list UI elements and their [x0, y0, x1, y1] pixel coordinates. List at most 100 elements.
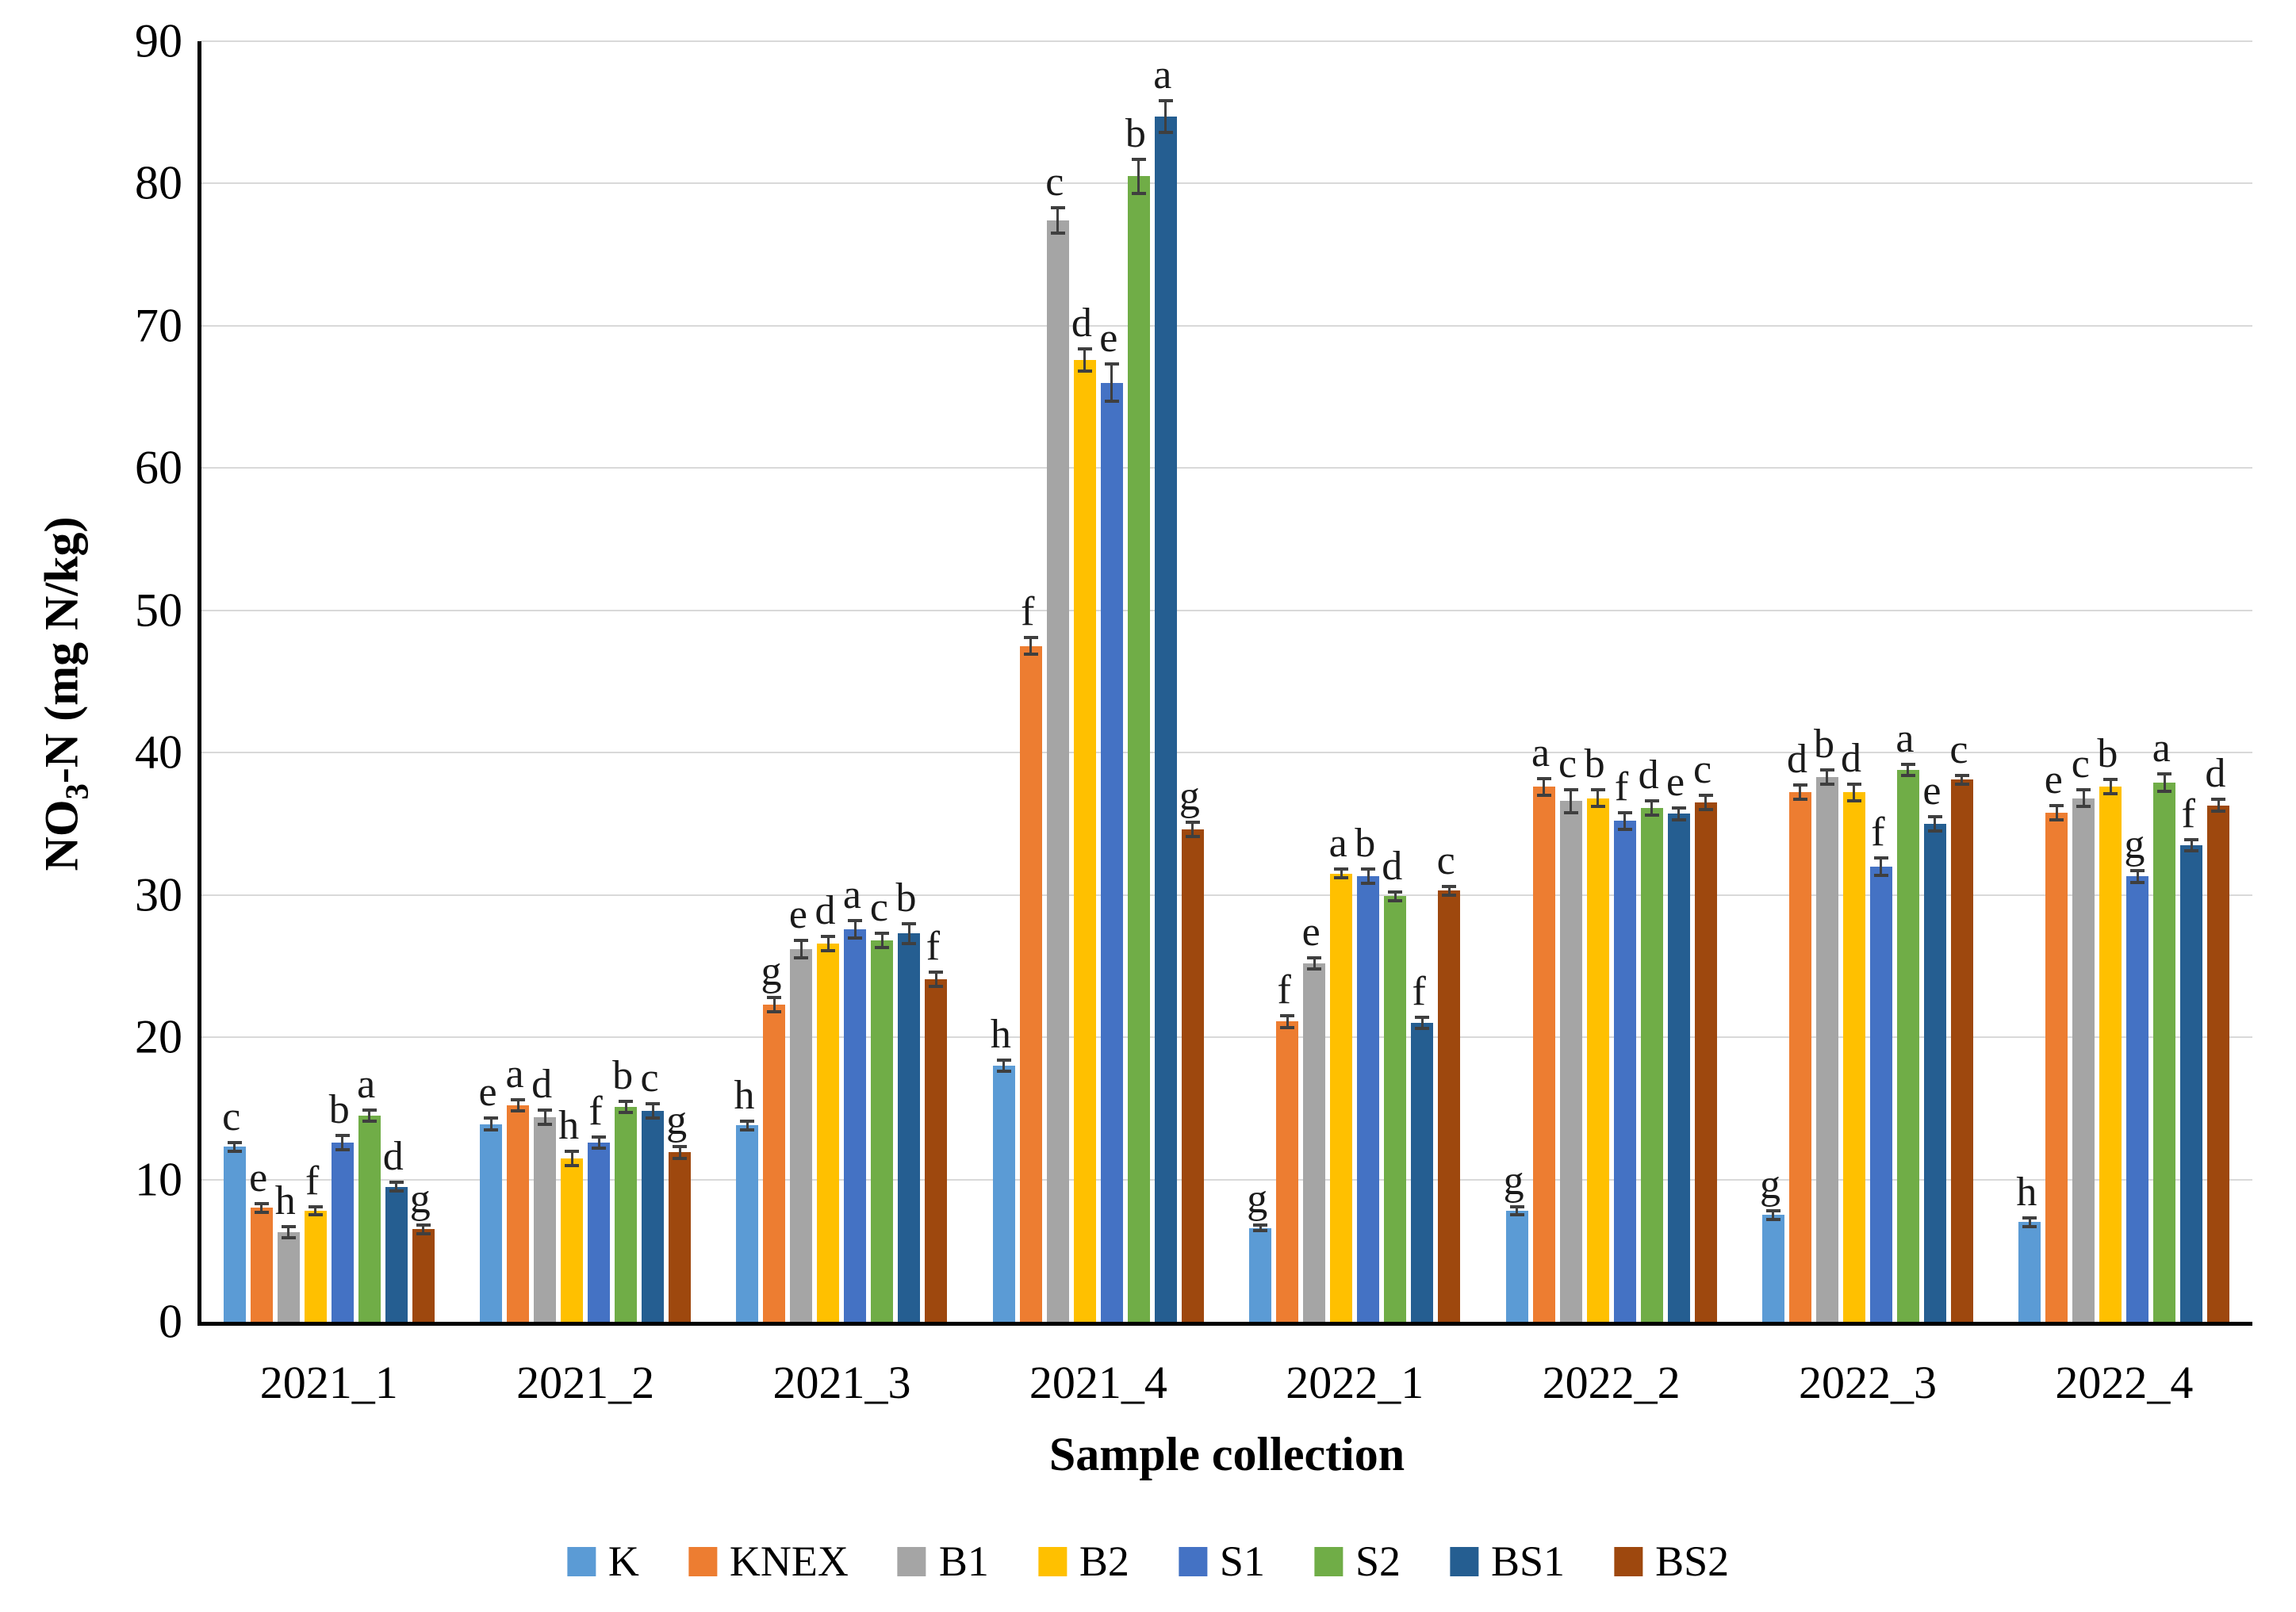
error-bar-cap-top	[416, 1223, 431, 1227]
error-bar	[1799, 785, 1802, 800]
error-bar	[1880, 858, 1883, 875]
error-bar-cap-bottom	[281, 1236, 296, 1240]
error-bar-cap-bottom	[592, 1147, 607, 1151]
bar-b1-2022_1	[1303, 963, 1326, 1322]
error-bar-cap-bottom	[740, 1128, 755, 1131]
error-bar-cap-bottom	[1792, 798, 1807, 802]
legend-item-s2: S2	[1313, 1537, 1401, 1586]
error-bar	[826, 936, 830, 951]
error-bar-cap-top	[740, 1119, 755, 1123]
bar-k-2021_4	[992, 1066, 1015, 1322]
significance-letter: a	[1531, 729, 1550, 775]
error-bar-cap-bottom	[2049, 817, 2064, 821]
significance-letter: c	[1045, 159, 1064, 205]
y-axis-title-subscript: 3	[59, 783, 95, 800]
error-bar-cap-bottom	[1873, 873, 1888, 877]
error-bar-cap-bottom	[2184, 849, 2199, 853]
error-bar-cap-top	[1644, 799, 1659, 803]
error-bar-cap-top	[848, 918, 863, 922]
gridline	[201, 752, 2252, 754]
error-bar-cap-bottom	[1509, 1213, 1524, 1217]
y-tick-label: 70	[135, 299, 182, 352]
error-bar-cap-bottom	[767, 1009, 782, 1013]
error-bar-cap-top	[1846, 782, 1861, 786]
error-bar-cap-bottom	[511, 1109, 526, 1113]
error-bar-cap-bottom	[1253, 1229, 1268, 1233]
error-bar-cap-bottom	[2130, 880, 2145, 884]
error-bar-cap-top	[929, 970, 944, 974]
error-bar	[1934, 816, 1937, 831]
error-bar-cap-bottom	[1050, 232, 1065, 235]
error-bar-cap-top	[1077, 347, 1092, 350]
significance-letter: d	[1786, 737, 1807, 783]
legend-swatch-bs1	[1450, 1546, 1479, 1576]
bar-bs1-2022_2	[1667, 814, 1690, 1322]
significance-letter: f	[1412, 968, 1426, 1014]
error-bar-cap-top	[2157, 772, 2172, 776]
error-bar	[597, 1136, 600, 1149]
significance-letter: b	[1813, 721, 1834, 767]
y-axis-title-suffix: -N (mg N/kg)	[35, 516, 88, 784]
significance-letter: f	[305, 1158, 320, 1204]
legend-item-s1: S1	[1178, 1537, 1265, 1586]
error-bar	[624, 1101, 627, 1113]
significance-letter: c	[1693, 747, 1712, 793]
bar-b2-2022_3	[1842, 792, 1865, 1322]
error-bar	[1164, 101, 1167, 132]
error-bar	[1826, 769, 1829, 784]
error-bar-cap-top	[619, 1099, 634, 1103]
bar-knex-2021_4	[1019, 645, 1042, 1322]
significance-letter: a	[1895, 715, 1915, 761]
bar-b2-2021_1	[304, 1211, 327, 1322]
significance-letter: a	[357, 1061, 376, 1107]
error-bar-cap-top	[2022, 1216, 2037, 1220]
bar-b2-2022_1	[1330, 873, 1353, 1322]
bar-s1-2021_4	[1100, 382, 1123, 1322]
error-bar-cap-top	[227, 1140, 242, 1144]
error-bar-cap-top	[794, 939, 809, 943]
legend-swatch-b2	[1037, 1546, 1067, 1576]
error-bar	[395, 1182, 398, 1191]
y-tick-label: 60	[135, 441, 182, 494]
error-bar-cap-bottom	[646, 1116, 661, 1120]
error-bar	[287, 1226, 290, 1239]
error-bar	[489, 1118, 493, 1130]
error-bar	[1623, 812, 1627, 830]
significance-letter: b	[1355, 821, 1376, 867]
bar-s1-2022_3	[1869, 866, 1892, 1322]
legend-swatch-k	[566, 1546, 596, 1576]
error-bar-cap-top	[335, 1133, 350, 1137]
error-bar-cap-bottom	[1185, 835, 1200, 839]
bar-s1-2022_2	[1613, 821, 1636, 1322]
error-bar	[1516, 1206, 1519, 1216]
bar-b1-2021_2	[534, 1116, 557, 1322]
bar-s1-2022_4	[2126, 876, 2149, 1322]
error-bar	[543, 1109, 546, 1124]
error-bar-cap-top	[1792, 783, 1807, 787]
significance-letter: b	[1584, 741, 1605, 787]
significance-letter: f	[1021, 588, 1035, 634]
category-label: 2021_4	[1029, 1357, 1167, 1408]
error-bar-cap-bottom	[565, 1163, 580, 1167]
significance-letter: c	[2071, 741, 2090, 787]
error-bar	[1420, 1017, 1424, 1029]
category-label: 2022_3	[1798, 1357, 1937, 1408]
error-bar-cap-bottom	[2103, 792, 2118, 796]
significance-letter: e	[478, 1070, 497, 1116]
bar-knex-2021_3	[763, 1004, 786, 1322]
error-bar-cap-bottom	[1442, 893, 1457, 897]
bar-k-2022_3	[1761, 1215, 1784, 1322]
category-label: 2022_4	[2055, 1357, 2194, 1408]
bar-b2-2021_4	[1073, 359, 1096, 1322]
error-bar-cap-bottom	[1644, 814, 1659, 817]
legend-item-b1: B1	[897, 1537, 989, 1586]
significance-letter: f	[1277, 967, 1291, 1013]
y-tick-label: 30	[135, 868, 182, 921]
bar-s2-2022_2	[1640, 808, 1663, 1322]
legend-label: BS2	[1655, 1537, 1730, 1585]
bar-knex-2022_3	[1788, 792, 1811, 1322]
legend-swatch-knex	[688, 1546, 717, 1576]
significance-letter: h	[734, 1072, 755, 1118]
error-bar-cap-top	[1954, 773, 1969, 777]
error-bar-cap-bottom	[1388, 898, 1403, 902]
